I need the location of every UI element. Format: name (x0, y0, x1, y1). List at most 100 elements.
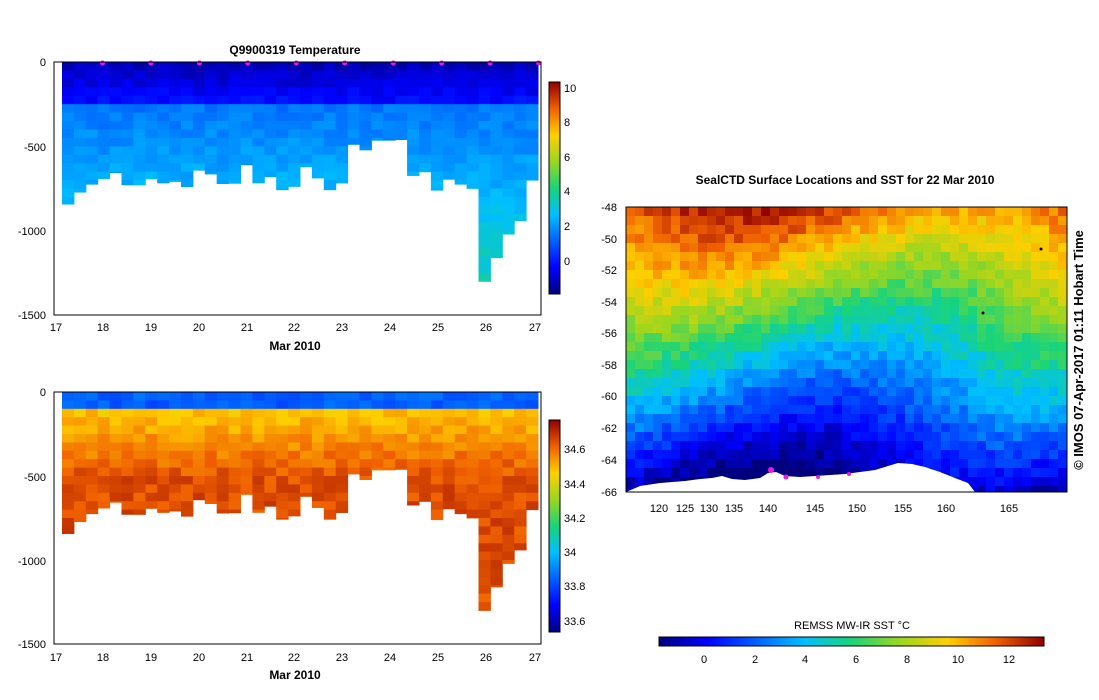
colorbar-tick-label: 12 (1003, 654, 1015, 666)
salinity-cell (192, 434, 206, 443)
sst-cell (932, 414, 942, 424)
temperature-cell (157, 129, 170, 139)
sst-cell (1049, 423, 1059, 433)
colorbar-tick-label: 0 (701, 654, 707, 666)
salinity-cell (323, 484, 337, 494)
salinity-cell (514, 417, 527, 427)
temperature-cell (181, 146, 194, 156)
sst-cell (878, 252, 888, 262)
salinity-cell (109, 484, 122, 494)
salinity-cell (240, 425, 253, 435)
sst-cell (752, 333, 762, 343)
sst-cell (743, 405, 753, 415)
salinity-cell (454, 400, 468, 410)
sst-cell (734, 423, 744, 433)
temperature-cell (133, 78, 146, 88)
sst-cell (1004, 486, 1014, 493)
temperature-cell (395, 104, 408, 114)
sst-cell (887, 216, 897, 226)
sst-cell (860, 243, 870, 253)
salinity-cell (454, 501, 468, 511)
sst-cell (968, 306, 978, 316)
temperature-cell (430, 188, 444, 191)
temperature-cell (288, 154, 301, 164)
sst-cell (752, 324, 762, 334)
salinity-cell (347, 425, 360, 435)
temperature-cell (442, 62, 456, 71)
sst-cell (1013, 270, 1023, 280)
salinity-cell (478, 417, 491, 427)
sst-cell (887, 306, 897, 316)
sst-cell (1049, 324, 1059, 334)
temperature-cell (323, 188, 337, 191)
sst-cell (905, 207, 915, 217)
salinity-cell (276, 392, 289, 401)
sst-cell (707, 333, 717, 343)
sst-cell (779, 315, 789, 325)
temperature-cell (311, 95, 325, 105)
sst-cell (1040, 279, 1050, 289)
salinity-cell (85, 417, 99, 427)
sst-cell (779, 261, 789, 271)
temperature-cell (133, 154, 146, 164)
x-tick-label: 20 (193, 322, 205, 334)
temperature-cell (454, 171, 468, 181)
sst-cell (851, 279, 861, 289)
sst-cell (995, 423, 1005, 433)
sst-cell (1058, 261, 1068, 271)
temperature-cell (228, 129, 241, 139)
sst-cell (923, 432, 933, 442)
sst-cell (851, 450, 861, 460)
sst-cell (842, 432, 852, 442)
sst-cell (1022, 270, 1032, 280)
sst-cell (878, 270, 888, 280)
sst-cell (932, 216, 942, 226)
temperature-cell (419, 78, 432, 88)
sst-cell (626, 351, 636, 361)
sst-cell (995, 252, 1005, 262)
sst-cell (1040, 270, 1050, 280)
salinity-cell (454, 509, 468, 515)
salinity-cell (73, 425, 87, 435)
y-tick-label: -500 (24, 142, 46, 154)
salinity-cell (169, 442, 182, 452)
sst-cell (788, 432, 798, 442)
sst-cell (653, 252, 663, 262)
sst-cell (662, 279, 672, 289)
sst-cell (743, 333, 753, 343)
salinity-cell (419, 484, 432, 494)
salinity-cell (490, 442, 503, 452)
sst-cell (653, 315, 663, 325)
sst-cell (1022, 234, 1032, 244)
sst-cell (833, 324, 843, 334)
sst-cell (950, 414, 960, 424)
sst-cell (851, 396, 861, 406)
sst-cell (761, 414, 771, 424)
temperature-cell (97, 78, 111, 88)
temperature-cell (85, 70, 99, 80)
sst-cell (635, 423, 645, 433)
temperature-cell (133, 70, 146, 80)
salinity-cell (466, 425, 479, 435)
sst-cell (1031, 396, 1041, 406)
salinity-cell (478, 459, 491, 469)
sst-cell (698, 297, 708, 307)
sst-cell (977, 288, 987, 298)
sst-cell (878, 216, 888, 226)
temperature-cell (145, 121, 158, 130)
sst-cell (797, 414, 807, 424)
sst-cell (752, 297, 762, 307)
sst-cell (878, 261, 888, 271)
temperature-cell (157, 146, 170, 156)
salinity-cell (240, 434, 253, 443)
sst-cell (842, 234, 852, 244)
temperature-cell (371, 104, 384, 114)
sst-cell (914, 441, 924, 451)
salinity-cell (192, 467, 206, 477)
sst-cell (923, 342, 933, 352)
sst-cell (635, 432, 645, 442)
sst-cell (743, 378, 753, 388)
temperature-cell (478, 264, 491, 274)
sst-cell (833, 216, 843, 226)
sst-cell (1049, 432, 1059, 442)
